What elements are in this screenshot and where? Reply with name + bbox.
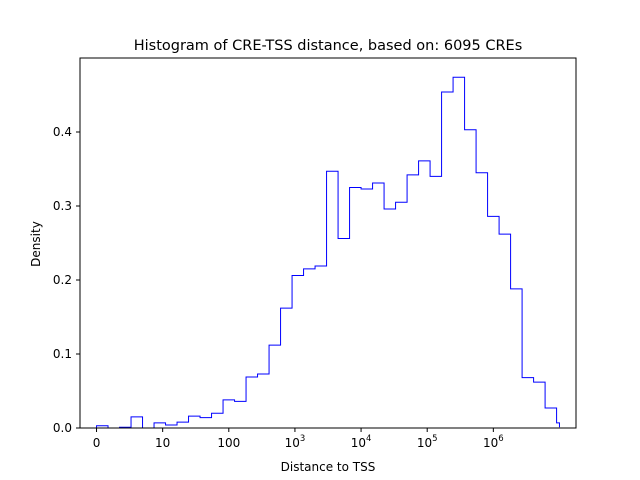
x-tick-label-exponent: 5: [432, 434, 437, 444]
x-tick-label: 100: [217, 436, 240, 450]
x-tick-label-exponent: 6: [498, 434, 503, 444]
y-tick-label: 0.2: [53, 273, 72, 287]
x-tick-label-base: 10: [483, 436, 498, 450]
y-axis-label: Density: [29, 221, 43, 267]
x-tick-label-exponent: 3: [300, 434, 305, 444]
x-tick-label: 10: [155, 436, 170, 450]
x-tick-label-base: 10: [351, 436, 366, 450]
x-tick-label: 106: [483, 434, 504, 450]
x-tick-label: 103: [285, 434, 306, 450]
x-axis-label: Distance to TSS: [281, 460, 376, 474]
x-tick-label: 104: [351, 434, 372, 450]
plot-frame: [79, 57, 577, 429]
x-tick-label-base: 10: [417, 436, 432, 450]
chart-title: Histogram of CRE-TSS distance, based on:…: [134, 38, 523, 54]
plot-area: [96, 76, 560, 429]
x-axis: 0 10 100 103 104 105 106: [93, 428, 504, 450]
y-tick-label: 0.4: [53, 125, 72, 139]
x-tick-label: 105: [417, 434, 438, 450]
x-tick-label-base: 10: [285, 436, 300, 450]
histogram-step-line: [96, 76, 560, 429]
x-tick-label-exponent: 4: [366, 434, 371, 444]
y-tick-label: 0.3: [53, 199, 72, 213]
x-tick-label: 0: [93, 436, 101, 450]
y-tick-label: 0.1: [53, 347, 72, 361]
y-axis: 0.0 0.1 0.2 0.3 0.4: [53, 125, 80, 435]
y-tick-label: 0.0: [53, 421, 72, 435]
